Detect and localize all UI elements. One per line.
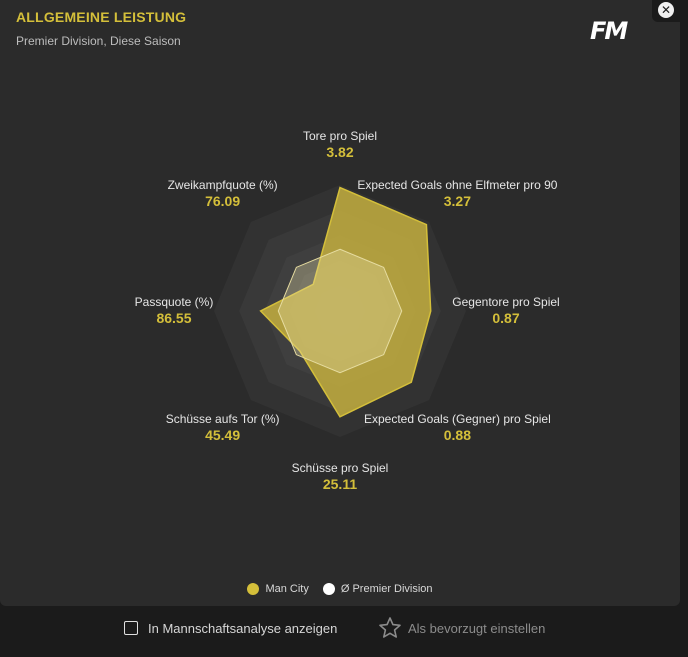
footer-bar: In Mannschaftsanalyse anzeigen Als bevor… [0,615,688,641]
axis-value: 86.55 [156,310,192,326]
radar-axis-label: Schüsse pro Spiel 25.11 [225,461,455,493]
legend-dot-league [322,583,335,595]
radar-axis-label: Expected Goals (Gegner) pro Spiel 0.88 [342,412,572,444]
general-performance-panel: ALLGEMEINE LEISTUNG Premier Division, Di… [0,0,680,606]
panel-title: ALLGEMEINE LEISTUNG [16,9,187,25]
axis-name: Zweikampfquote (%) [167,177,278,192]
close-icon: ✕ [658,2,674,18]
checkbox[interactable] [124,621,138,635]
show-in-team-analysis-toggle[interactable]: In Mannschaftsanalyse anzeigen [124,621,337,636]
legend-item-team: Man City [247,583,309,595]
fm-logo: FM [590,17,628,45]
axis-value: 3.27 [443,192,471,209]
axis-value: 3.82 [326,144,354,160]
radar-axis-label: Expected Goals ohne Elfmeter pro 90 3.27 [342,178,572,210]
axis-name: Expected Goals ohne Elfmeter pro 90 [357,177,558,192]
set-favorite-button[interactable]: Als bevorzugt einstellen [378,616,545,640]
close-button[interactable]: ✕ [652,0,680,22]
panel-subtitle: Premier Division, Diese Saison [16,34,181,48]
axis-name: Schüsse pro Spiel [291,461,389,475]
legend-label-team: Man City [265,583,309,595]
chart-legend: Man City Ø Premier Division [0,583,680,595]
axis-name: Expected Goals (Gegner) pro Spiel [363,412,551,427]
radar-chart [239,186,441,418]
axis-name: Tore pro Spiel [302,129,378,143]
radar-axis-label: Zweikampfquote (%) 76.09 [108,178,338,210]
legend-label-league: Ø Premier Division [340,583,433,595]
axis-value: 0.87 [492,310,520,326]
legend-item-league: Ø Premier Division [322,583,433,595]
axis-name: Passquote (%) [134,295,214,309]
radar-axis-label: Schüsse aufs Tor (%) 45.49 [108,412,338,444]
axis-name: Schüsse aufs Tor (%) [165,412,280,427]
radar-axis-label: Gegentore pro Spiel 0.87 [391,295,621,327]
radar-axis-label: Passquote (%) 86.55 [59,295,289,327]
star-icon [379,617,401,638]
axis-value: 45.49 [205,427,241,444]
series-polygon-league [277,248,403,374]
axis-value: 0.88 [443,427,471,444]
checkbox-label: In Mannschaftsanalyse anzeigen [148,620,338,636]
radar-axis-label: Tore pro Spiel 3.82 [225,129,455,161]
axis-name: Gegentore pro Spiel [452,295,560,309]
legend-dot-team [247,583,260,595]
favorite-label: Als bevorzugt einstellen [408,620,546,636]
axis-value: 25.11 [322,476,358,492]
series-polygon-team [259,186,432,418]
axis-value: 76.09 [205,192,241,209]
